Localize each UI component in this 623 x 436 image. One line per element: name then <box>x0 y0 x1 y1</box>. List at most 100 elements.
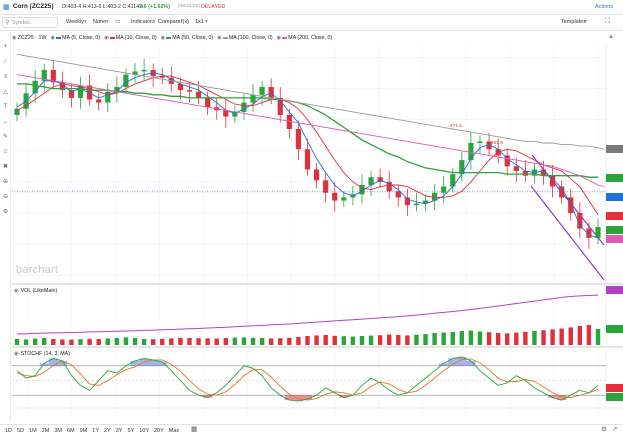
compare-button[interactable]: Compare <box>158 19 181 25</box>
price-tag <box>606 212 623 220</box>
eye-icon[interactable]: ◉ <box>217 35 222 41</box>
actions-button[interactable]: Actions <box>595 4 614 10</box>
stoch-legend-label: STOCHF (14, 3, MA) <box>20 351 70 357</box>
timeframe-button-3m[interactable]: 3M <box>54 427 62 434</box>
fibonacci-icon[interactable]: ≡ <box>3 74 8 80</box>
timeframe-button-5y[interactable]: 5Y <box>127 427 135 434</box>
share-icon[interactable]: ↗ <box>612 426 618 433</box>
candle <box>522 171 528 176</box>
text-icon[interactable]: T <box>3 104 8 110</box>
timeframe-button-1d[interactable]: 1D <box>5 427 13 434</box>
price-tag <box>606 235 623 243</box>
bar-style-icon[interactable]: ▭ <box>115 19 121 25</box>
price-tag <box>606 226 623 234</box>
indicators-button[interactable]: Indicators <box>131 19 155 25</box>
fullscreen-icon[interactable]: ⛶ <box>605 18 610 25</box>
brush-icon[interactable]: ✎ <box>2 134 9 140</box>
timeframe-button-6m[interactable]: 6M <box>66 427 75 434</box>
eye-icon[interactable]: ◉ <box>14 351 19 357</box>
pattern-icon[interactable]: △ <box>3 89 8 95</box>
volume-bar <box>495 333 501 345</box>
ma-line-0 <box>16 72 599 239</box>
overlay-select[interactable]: None <box>93 19 107 25</box>
eye-icon[interactable]: ◉ <box>104 35 109 41</box>
candle <box>323 180 329 193</box>
zoom-in-icon[interactable]: ⊕ <box>2 179 9 185</box>
overbought-fill <box>48 358 58 366</box>
settings-icon[interactable]: ⚙ <box>601 426 607 433</box>
volume-bar <box>96 339 101 345</box>
legend-symbol[interactable]: ◉ ZCZ25 · 1W <box>12 35 47 41</box>
trendline-lower <box>530 185 605 281</box>
volume-legend: ◉ VOL (LikeMain) <box>14 288 57 294</box>
trendline-icon[interactable]: ∕ <box>4 59 6 65</box>
zoom-out-icon[interactable]: ⊖ <box>2 194 9 200</box>
measure-icon[interactable]: ↔ <box>2 119 9 125</box>
stoch-legend: ◉ STOCHF (14, 3, MA) <box>14 351 70 357</box>
candle <box>377 177 383 182</box>
period-select[interactable]: Weekly <box>66 19 84 25</box>
search-input[interactable]: Symbol... <box>12 20 35 26</box>
timeframe-button-10y[interactable]: 10Y <box>139 427 149 434</box>
candle <box>422 200 429 204</box>
eye-icon[interactable]: ◉ <box>12 35 17 41</box>
volume-bar <box>150 339 156 345</box>
volume-bar <box>396 335 401 345</box>
symbol-search[interactable]: ⚲ Symbol... <box>2 17 58 28</box>
candle <box>87 85 93 100</box>
high-annotation: 471.6 <box>450 124 463 129</box>
settings-icon[interactable]: ⚙ <box>2 209 9 215</box>
volume-tag <box>606 286 623 294</box>
volume-bar <box>505 333 510 345</box>
candle <box>223 110 229 117</box>
candle <box>486 141 492 150</box>
volume-bar <box>332 335 337 345</box>
legend-ma5[interactable]: ◉ MA (5, Close, 0) <box>50 35 101 41</box>
volume-bar <box>387 334 392 345</box>
open-interest-line <box>16 294 599 335</box>
timeframe-button-5d[interactable]: 5D <box>17 427 25 434</box>
candle <box>404 197 410 206</box>
legend-ma200[interactable]: ◉ MA (200, Close, 0) <box>276 35 333 41</box>
timeframe-button-9m[interactable]: 9M <box>79 427 88 434</box>
volume-bar <box>287 337 292 345</box>
aspect-button[interactable]: 1x1 <box>195 19 204 25</box>
volume-bar <box>432 333 437 345</box>
calendar-icon[interactable]: ▦ <box>191 426 198 433</box>
oversold-fill <box>548 395 558 398</box>
overbought-fill <box>457 356 467 366</box>
volume-bar <box>459 331 465 345</box>
chart-type-icon[interactable]: ▦ <box>3 4 10 11</box>
trash-icon[interactable]: ✖ <box>2 164 9 170</box>
legend-ma10[interactable]: ◉ MA (10, Close, 0) <box>104 35 157 41</box>
volume-bar <box>341 336 347 345</box>
timeframe-button-max[interactable]: Max <box>168 427 180 434</box>
legend-ma50[interactable]: ◉ MA (50, Close, 0) <box>160 35 214 41</box>
ohlc-readout: O:403-4 H:413-6 L:403-2 C:411-6s <box>62 4 144 10</box>
eye-icon[interactable]: ◉ <box>160 35 166 41</box>
legend-ma100[interactable]: ◉ MA (100, Close, 0) <box>217 35 273 41</box>
timeframe-button-20y[interactable]: 20Y <box>154 427 164 434</box>
crosshair-icon[interactable]: + <box>3 44 8 50</box>
eye-icon[interactable]: ◉ <box>50 35 56 41</box>
volume-bar <box>250 337 256 345</box>
price-tag <box>606 193 623 201</box>
candle <box>177 83 184 91</box>
emoji-icon[interactable]: ☺ <box>2 149 9 155</box>
templates-button[interactable]: Templates <box>561 19 587 25</box>
eye-icon[interactable]: ◉ <box>14 288 19 294</box>
timeframe-button-1m[interactable]: 1M <box>29 427 37 434</box>
volume-bar <box>423 334 428 345</box>
volume-bar <box>132 338 138 345</box>
timeframe-button-2y[interactable]: 2Y <box>104 427 111 434</box>
candle <box>395 191 401 198</box>
candle <box>268 87 274 98</box>
timeframe-button-2m[interactable]: 2M <box>41 427 50 434</box>
timeframe-button-3y[interactable]: 3Y <box>115 427 123 434</box>
candle <box>50 69 56 83</box>
legend-collapse-icon[interactable]: ▲ <box>608 34 614 40</box>
eye-icon[interactable]: ◉ <box>276 35 282 41</box>
timeframe-button-1y[interactable]: 1Y <box>92 427 99 434</box>
fx-button[interactable]: f(x) <box>181 19 189 25</box>
